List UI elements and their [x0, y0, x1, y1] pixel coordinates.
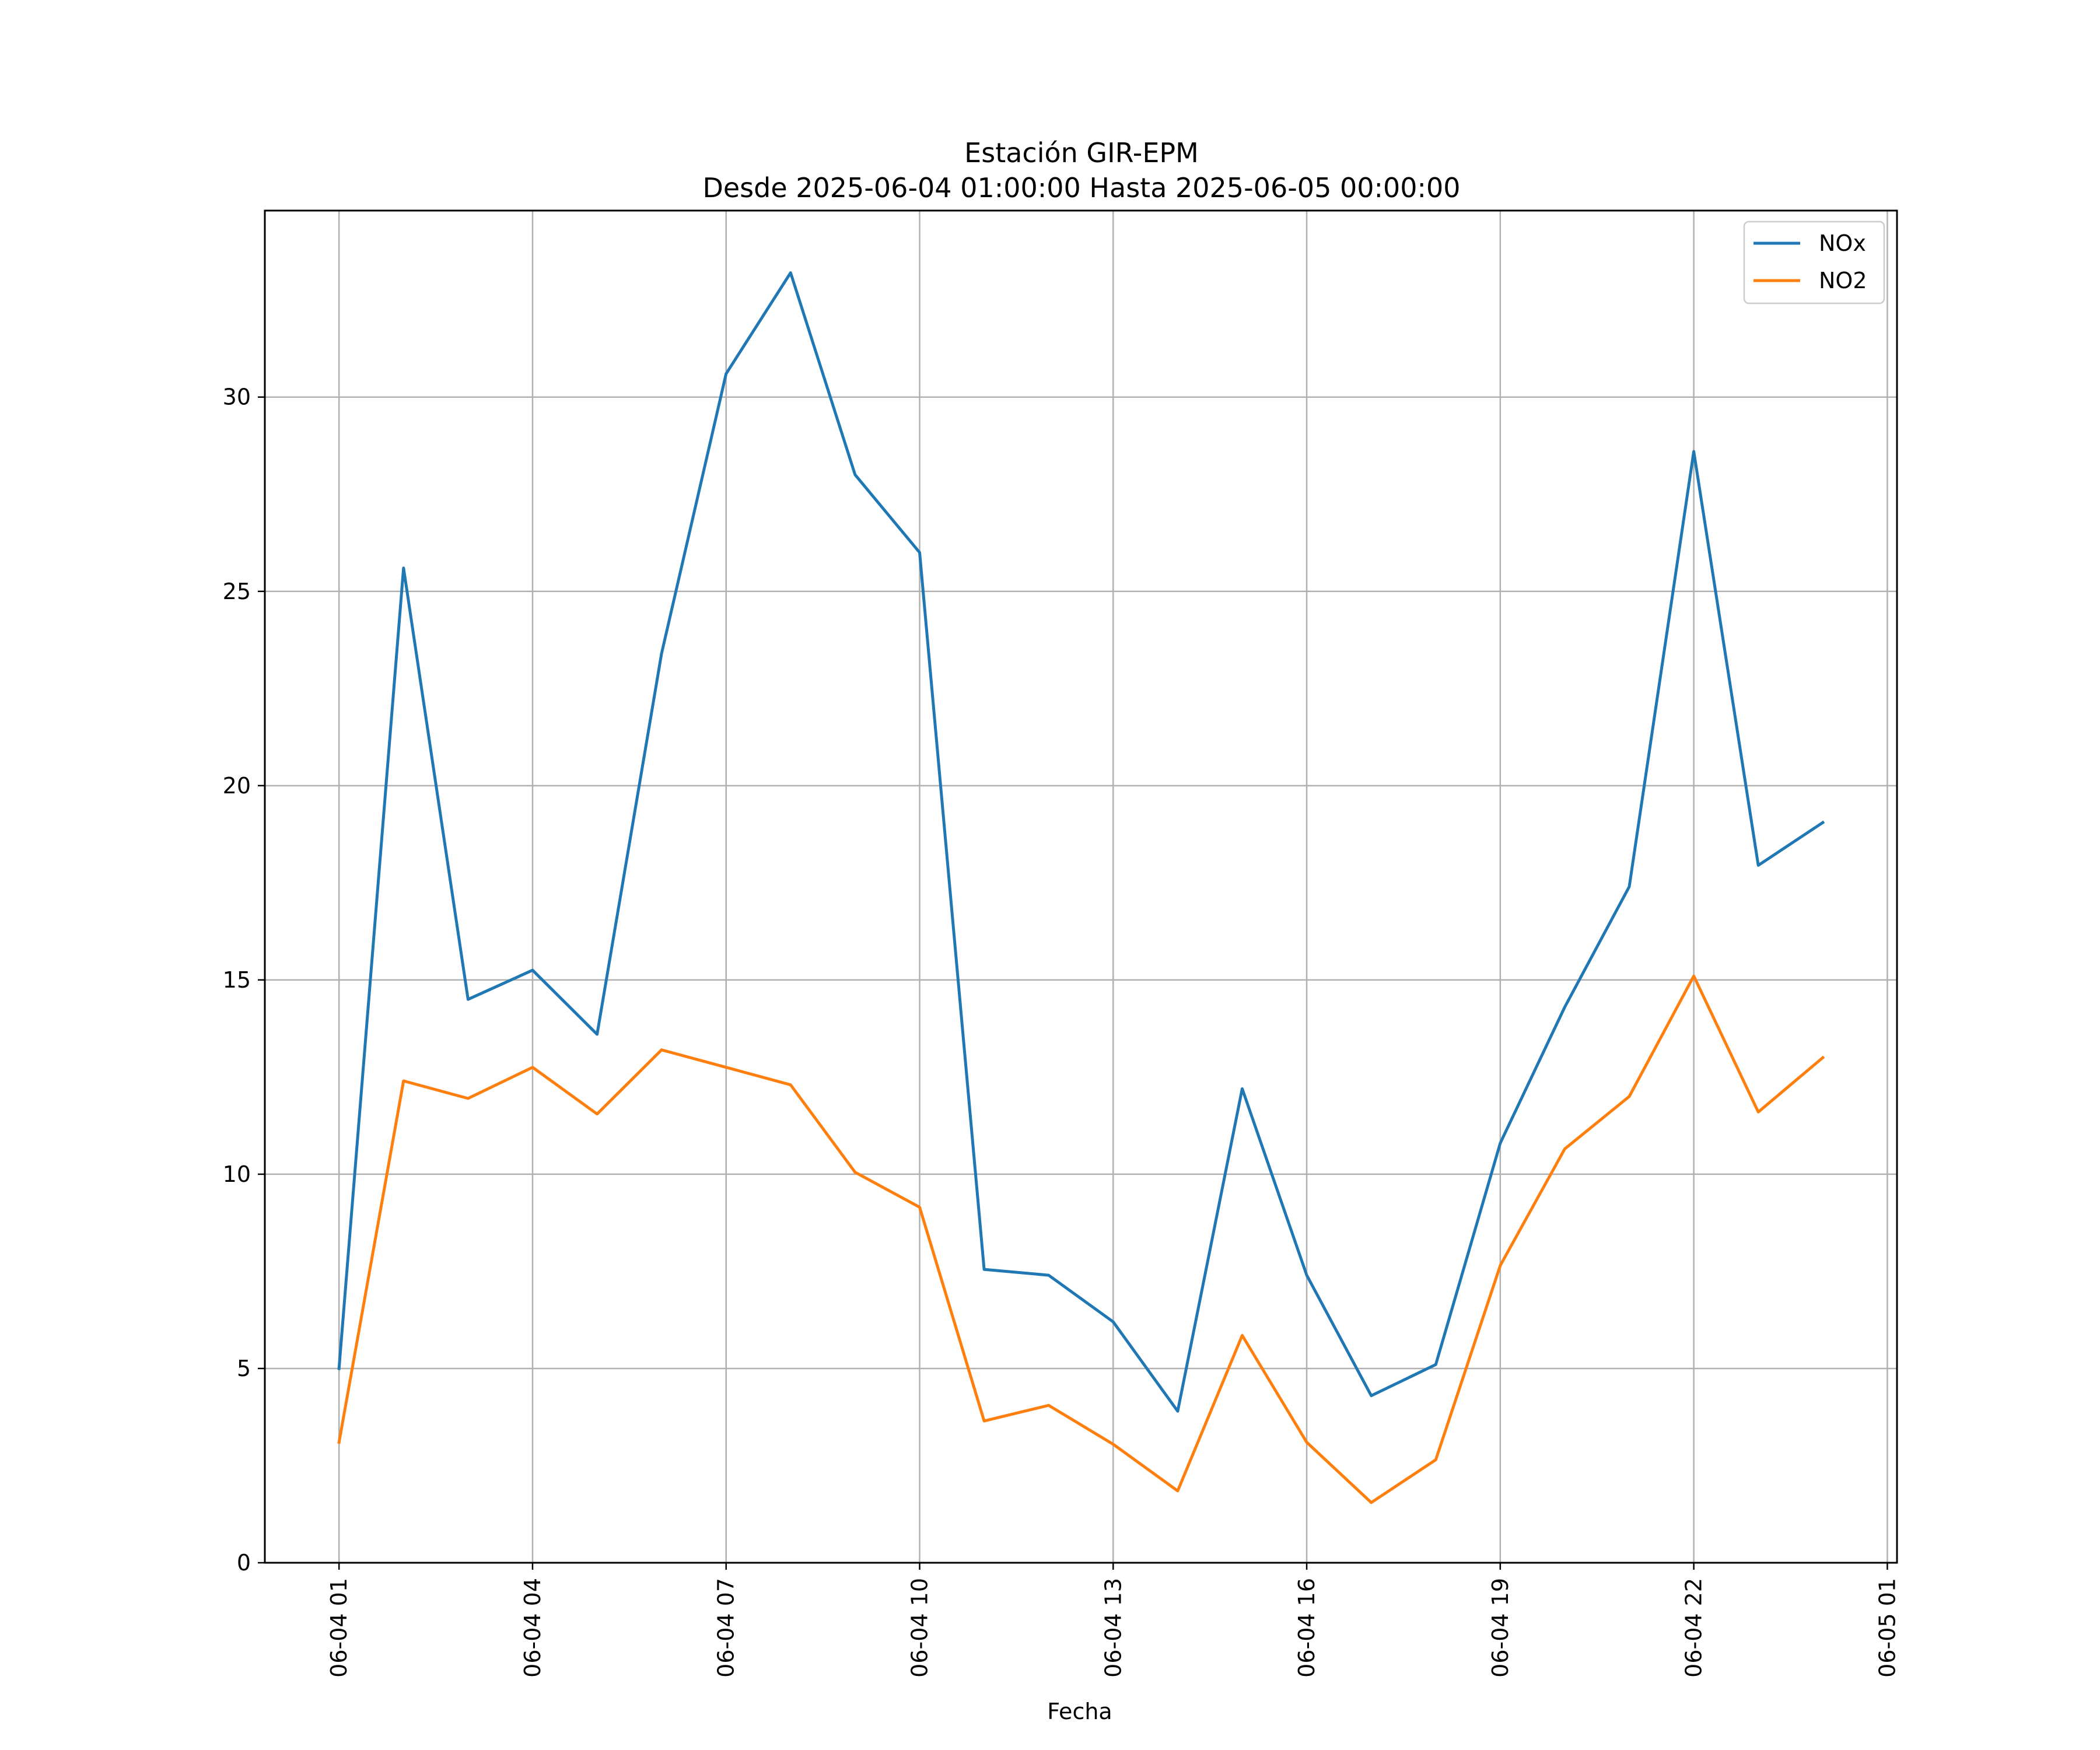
series-layer: [337, 271, 1825, 1504]
chart-subtitle: Desde 2025-06-04 01:00:00 Hasta 2025-06-…: [702, 172, 1460, 204]
x-axis-ticks: 06-04 01 06-04 04 06-04 07 06-04 10 06-04 13…: [326, 1563, 1900, 1678]
y-tick-label: 20: [223, 773, 251, 799]
x-tick-label: 06-04 16: [1294, 1578, 1320, 1678]
x-tick-label: 06-04 13: [1100, 1578, 1126, 1678]
y-tick-label: 15: [223, 967, 251, 993]
chart-title: Estación GIR-EPM: [964, 137, 1199, 169]
x-tick-label: 06-04 07: [713, 1578, 739, 1678]
plot-frame: [264, 209, 1898, 1564]
y-axis-ticks: 0 5 10 15 20 25 30: [223, 384, 265, 1576]
x-tick-label: 06-04 10: [907, 1578, 933, 1678]
x-tick-label: 06-05 01: [1874, 1578, 1900, 1678]
x-tick-label: 06-04 22: [1681, 1578, 1707, 1678]
y-tick-label: 10: [223, 1161, 251, 1187]
legend-label-no2: NO2: [1819, 268, 1867, 293]
y-tick-label: 30: [223, 384, 251, 410]
y-tick-label: 0: [237, 1550, 251, 1576]
x-axis-label: Fecha: [1047, 1699, 1112, 1724]
x-tick-label: 06-04 19: [1488, 1578, 1513, 1678]
y-tick-label: 25: [223, 579, 251, 604]
x-tick-label: 06-04 04: [520, 1578, 545, 1678]
legend-label-nox: NOx: [1819, 230, 1866, 256]
x-tick-label: 06-04 01: [326, 1578, 352, 1678]
y-tick-label: 5: [237, 1356, 251, 1381]
legend: NOx NO2: [1743, 220, 1885, 304]
series-line-nox: [337, 271, 1825, 1413]
series-line-no2: [337, 974, 1825, 1504]
